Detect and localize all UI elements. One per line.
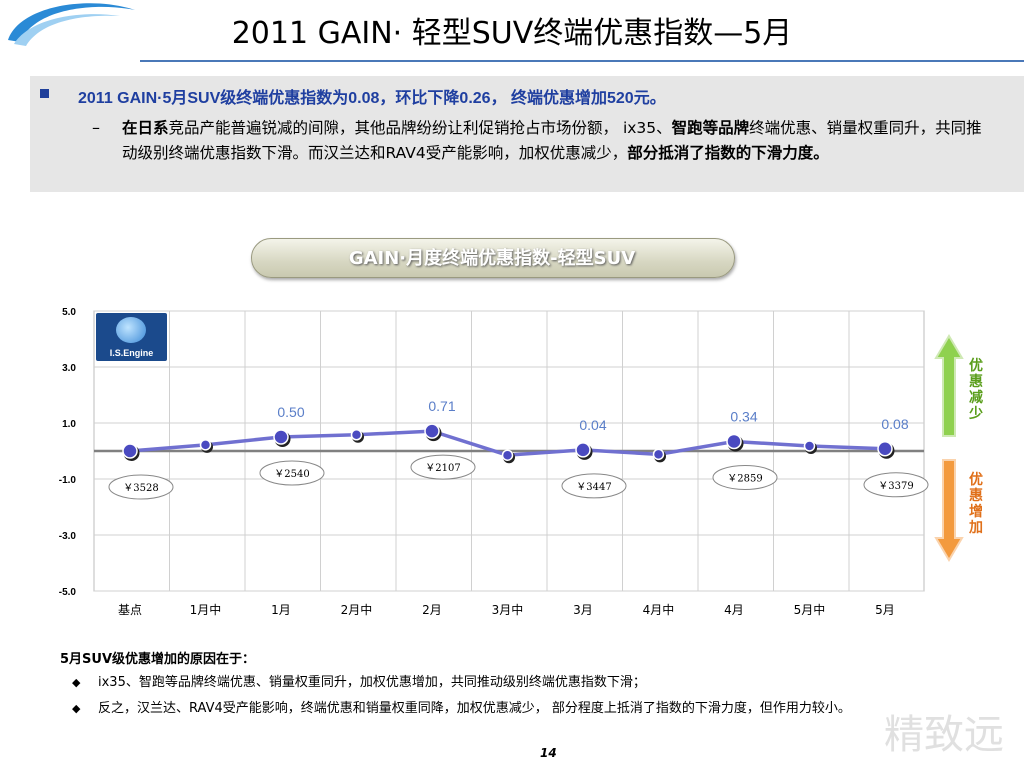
watermark: 精致远 — [884, 712, 1004, 758]
side-label-char: 增 — [969, 504, 983, 520]
is-engine-logo: I.S.Engine — [96, 313, 167, 361]
summary-detail-text-2: 终端优惠、销量权重同升，共同推动级别终端优惠指数下滑。而汉兰达和RAV4受产能影… — [122, 119, 982, 162]
price-callout — [108, 474, 174, 500]
line-chart: 5.0 3.0 1.0 -1.0 -3.0 -5.0 基点 1月中 1月 2月中 2月 3月中 3月 4月… — [59, 307, 929, 617]
side-label-char: 加 — [969, 520, 983, 536]
summary-detail-bold-1: 在日系 — [122, 119, 169, 137]
side-label-char: 减 — [969, 390, 983, 406]
y-tick-label: 1.0 — [62, 419, 76, 430]
y-tick-label: -3.0 — [59, 531, 77, 542]
title-divider — [140, 60, 1024, 62]
data-point — [877, 441, 893, 457]
data-label: 0.71 — [428, 398, 455, 414]
up-arrow-icon — [934, 334, 964, 437]
discount-increase-label: 优惠增加 — [966, 472, 986, 536]
notes-title: 5月SUV级优惠增加的原因在于： — [60, 652, 256, 667]
side-label-char: 优 — [969, 358, 983, 374]
summary-detail: 在日系竞品产能普遍锐减的间隙，其他品牌纷纷让利促销抢占市场份额， ix35、智跑… — [122, 116, 984, 166]
y-tick-label: -5.0 — [59, 587, 77, 598]
side-label-char: 少 — [969, 406, 983, 422]
price-callout-label: ￥3379 — [878, 481, 913, 492]
summary-headline: 2011 GAIN·5月SUV级终端优惠指数为0.08，环比下降0.26， 终端… — [78, 90, 666, 107]
square-bullet-icon — [40, 89, 49, 98]
x-tick-label: 5月中 — [794, 602, 826, 617]
note-item: 反之，汉兰达、RAV4受产能影响，终端优惠和销量权重同降，加权优惠减少， 部分程… — [98, 701, 851, 716]
price-callout-label: ￥2107 — [425, 463, 460, 474]
x-tick-label: 2月中 — [341, 602, 373, 617]
summary-detail-text-1: 竞品产能普遍锐减的间隙，其他品牌纷纷让利促销抢占市场份额， ix35、 — [168, 119, 672, 137]
y-tick-label: -1.0 — [59, 475, 77, 486]
price-callout — [259, 460, 325, 486]
x-tick-label: 3月中 — [492, 602, 524, 617]
price-callout — [561, 473, 627, 499]
diamond-bullet-icon: ◆ — [72, 676, 81, 689]
price-callout-label: ￥2859 — [727, 473, 762, 484]
note-item: ix35、智跑等品牌终端优惠、销量权重同升，加权优惠增加，共同推动级别终端优惠指… — [98, 675, 646, 690]
x-tick-label: 4月 — [724, 603, 744, 617]
y-tick-label: 5.0 — [62, 307, 76, 318]
data-label: 0.08 — [881, 416, 908, 432]
price-callout — [863, 472, 929, 498]
side-label-char: 优 — [969, 472, 983, 488]
side-label-char: 惠 — [969, 488, 983, 504]
data-label: 0.50 — [277, 404, 304, 420]
data-point — [726, 433, 742, 450]
logo-label: I.S.Engine — [109, 348, 154, 358]
summary-detail-bold-2: 智跑等品牌 — [671, 119, 750, 137]
data-point — [199, 439, 212, 451]
chart-title-pill — [251, 238, 735, 278]
price-callout-label: ￥3528 — [123, 483, 158, 494]
page-title: 2011 GAIN· 轻型SUV终端优惠指数—5月 — [231, 16, 793, 51]
data-label: 0.04 — [579, 417, 606, 433]
price-callout-label: ￥3447 — [576, 482, 611, 493]
discount-decrease-label: 优惠减少 — [966, 358, 986, 422]
x-tick-label: 4月中 — [643, 602, 675, 617]
x-tick-label: 5月 — [875, 603, 895, 617]
data-point — [803, 440, 816, 452]
diamond-bullet-icon: ◆ — [72, 702, 81, 715]
data-point — [122, 443, 138, 459]
price-callout — [410, 454, 476, 480]
summary-detail-bold-3: 部分抵消了指数的下滑力度。 — [627, 144, 829, 162]
data-point — [575, 442, 591, 458]
data-label: 0.34 — [730, 408, 757, 424]
page-number: 14 — [540, 746, 557, 760]
data-point — [501, 449, 514, 461]
x-tick-label: 1月 — [271, 603, 291, 617]
down-arrow-icon — [934, 459, 964, 562]
chart-title: GAIN·月度终端优惠指数-轻型SUV — [348, 248, 636, 269]
y-tick-label: 3.0 — [62, 363, 76, 374]
side-label-char: 惠 — [969, 374, 983, 390]
x-tick-label: 基点 — [118, 603, 142, 617]
data-point — [652, 448, 665, 461]
price-callout-label: ￥2540 — [274, 469, 309, 480]
x-tick-label: 3月 — [573, 603, 593, 617]
info-icon — [116, 317, 146, 343]
data-point — [273, 429, 289, 445]
x-tick-label: 2月 — [422, 603, 442, 617]
summary-panel — [30, 76, 1024, 192]
data-point — [424, 423, 440, 439]
x-tick-label: 1月中 — [190, 602, 222, 617]
price-callout — [712, 464, 778, 490]
dash-bullet-icon: – — [92, 118, 100, 137]
brand-swoosh-logo — [8, 3, 135, 46]
data-point — [350, 429, 363, 441]
